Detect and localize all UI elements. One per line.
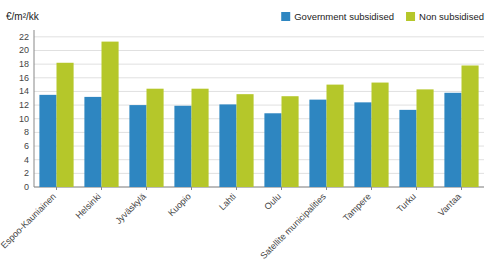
bar bbox=[192, 89, 209, 187]
bar bbox=[129, 105, 146, 187]
y-tick-label: 4 bbox=[24, 155, 29, 165]
legend: Government subsidised Non subsidised bbox=[281, 11, 484, 22]
bar bbox=[444, 93, 461, 187]
x-tick-label: Vantaa bbox=[436, 191, 463, 218]
x-tick bbox=[461, 187, 462, 190]
x-tick bbox=[101, 187, 102, 190]
y-tick-label: 16 bbox=[19, 73, 29, 83]
bar bbox=[399, 110, 416, 187]
legend-label: Non subsidised bbox=[419, 11, 484, 22]
bar bbox=[57, 63, 74, 187]
bar bbox=[417, 89, 434, 187]
y-tick-label: 0 bbox=[24, 182, 29, 192]
bar bbox=[354, 102, 371, 187]
x-tick bbox=[416, 187, 417, 190]
x-tick-label: Tampere bbox=[341, 191, 373, 223]
legend-swatch bbox=[406, 12, 415, 21]
bar bbox=[102, 42, 119, 187]
grid bbox=[34, 37, 484, 187]
bar bbox=[264, 113, 281, 187]
bar bbox=[372, 83, 389, 187]
x-tick bbox=[146, 187, 147, 190]
x-tick bbox=[236, 187, 237, 190]
x-tick-label: Oulu bbox=[262, 191, 283, 212]
x-tick-label: Espoo-Kauniainen bbox=[0, 191, 58, 250]
x-tick-label: Helsinki bbox=[74, 191, 103, 220]
x-tick-label: Satellite municipalities bbox=[258, 191, 328, 261]
y-tick-label: 2 bbox=[24, 168, 29, 178]
bar bbox=[39, 95, 56, 187]
grid-line bbox=[34, 36, 484, 37]
x-tick bbox=[191, 187, 192, 190]
y-tick-label: 20 bbox=[19, 45, 29, 55]
bar bbox=[174, 106, 191, 187]
y-tick-label: 6 bbox=[24, 141, 29, 151]
bar bbox=[84, 97, 101, 187]
y-tick-label: 12 bbox=[19, 100, 29, 110]
legend-label: Government subsidised bbox=[294, 11, 394, 22]
bars bbox=[39, 42, 478, 187]
x-tick bbox=[326, 187, 327, 190]
x-tick-label: Lahti bbox=[217, 191, 238, 212]
x-tick-label: Jyväskylä bbox=[113, 191, 148, 226]
x-tick bbox=[56, 187, 57, 190]
chart: 0 2 4 6 8 10 12 14 16 18 20 22 Espoo-Kauniainen Helsi… bbox=[0, 0, 494, 265]
bar bbox=[219, 104, 236, 187]
x-tick-label: Kuopio bbox=[166, 191, 193, 218]
y-tick-label: 8 bbox=[24, 127, 29, 137]
bar bbox=[462, 65, 479, 187]
y-ticks: 0 2 4 6 8 10 12 14 16 18 20 22 bbox=[19, 32, 29, 192]
bar bbox=[282, 96, 299, 187]
y-tick-label: 14 bbox=[19, 86, 29, 96]
bar bbox=[327, 85, 344, 187]
y-tick-label: 18 bbox=[19, 59, 29, 69]
y-tick-label: 10 bbox=[19, 114, 29, 124]
y-tick-label: 22 bbox=[19, 32, 29, 42]
x-tick bbox=[281, 187, 282, 190]
y-axis-line bbox=[34, 30, 35, 187]
legend-swatch bbox=[281, 12, 290, 21]
bar bbox=[237, 94, 254, 187]
y-axis-label: €/m²/kk bbox=[6, 11, 40, 22]
x-tick-label: Turku bbox=[395, 191, 418, 214]
x-tick bbox=[371, 187, 372, 190]
x-ticks: Espoo-Kauniainen Helsinki Jyväskylä Kuopio L… bbox=[0, 187, 463, 261]
bar bbox=[147, 89, 164, 187]
bar bbox=[309, 100, 326, 187]
